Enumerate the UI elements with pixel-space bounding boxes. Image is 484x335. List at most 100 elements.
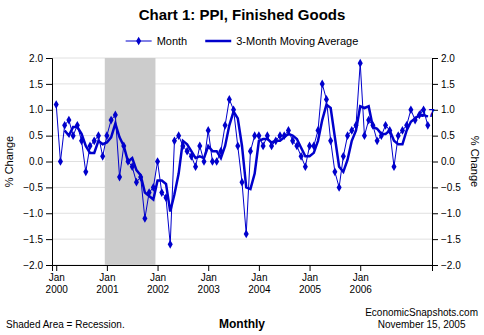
tick-label: 0.0 — [29, 156, 43, 167]
marker — [223, 121, 228, 130]
marker — [324, 95, 329, 104]
marker — [261, 142, 266, 151]
tick-label-line: Jan — [201, 272, 217, 283]
marker — [58, 157, 63, 166]
marker — [320, 80, 325, 89]
marker — [172, 136, 177, 145]
tick: −1.5 — [432, 234, 461, 245]
axis-line — [46, 59, 53, 266]
tick-label-line: Jan — [99, 272, 115, 283]
marker — [332, 167, 337, 176]
tick-label: 0.0 — [441, 156, 455, 167]
axis-line — [53, 266, 433, 272]
tick-label-line: Jan — [150, 272, 166, 283]
tick: Jan2004 — [248, 265, 271, 295]
tick-label: 1.0 — [441, 104, 455, 115]
marker — [66, 116, 71, 125]
tick-mark — [310, 265, 311, 271]
marker — [362, 131, 367, 140]
moving-average-line — [65, 105, 428, 212]
tick: 1.5 — [29, 79, 52, 90]
tick-label: −1.5 — [441, 234, 461, 245]
marker — [396, 131, 401, 140]
tick-label-line: Jan — [251, 272, 267, 283]
marker — [227, 95, 232, 104]
tick-mark — [46, 110, 52, 111]
tick-label: 2.0 — [29, 53, 43, 64]
tick-mark — [360, 265, 361, 271]
tick-label: Jan2001 — [96, 272, 119, 295]
marker — [345, 131, 350, 140]
tick-label: −1.0 — [441, 208, 461, 219]
tick-mark — [432, 213, 438, 214]
tick-mark — [432, 84, 438, 85]
tick-label: −2.0 — [441, 260, 461, 271]
tick-label: 1.0 — [29, 104, 43, 115]
tick-label: 1.5 — [29, 79, 43, 90]
legend-item: 3-Month Moving Average — [205, 35, 358, 47]
legend-marker — [136, 37, 141, 46]
title: Chart 1: PPI, Finished Goods — [139, 6, 346, 23]
chart-root: −2.0−1.5−1.0−0.50.00.51.01.52.0−2.0−1.5−… — [0, 0, 484, 335]
marker — [235, 142, 240, 151]
marker — [425, 121, 430, 130]
y-axis-title: % Change — [3, 136, 15, 187]
marker — [248, 147, 253, 156]
marker — [168, 240, 173, 249]
tick: 1.0 — [432, 104, 455, 115]
tick: −0.5 — [432, 182, 461, 193]
marker — [92, 136, 97, 145]
marker — [341, 152, 346, 161]
marker — [391, 162, 396, 171]
legend-label: 3-Month Moving Average — [236, 35, 358, 47]
tick: 0.0 — [29, 156, 52, 167]
tick-mark — [56, 265, 57, 271]
tick-label: Jan2000 — [46, 272, 69, 295]
marker — [214, 157, 219, 166]
tick-label: 0.5 — [29, 130, 43, 141]
plot-area — [54, 58, 431, 265]
tick: Jan2000 — [46, 265, 69, 295]
tick-label: Jan2002 — [147, 272, 170, 295]
tick-label-line: 2003 — [198, 284, 221, 295]
note: Monthly — [219, 317, 265, 331]
tick: −1.0 — [23, 208, 52, 219]
marker — [256, 131, 261, 140]
note: Shaded Area = Recession. — [6, 319, 125, 330]
tick-mark — [259, 265, 260, 271]
marker — [328, 136, 333, 145]
marker — [239, 178, 244, 187]
tick: −0.5 — [23, 182, 52, 193]
y-axis: −2.0−1.5−1.0−0.50.00.51.01.52.0 — [23, 53, 52, 271]
tick-mark — [46, 187, 52, 188]
marker — [400, 126, 405, 135]
tick: Jan2002 — [147, 265, 170, 295]
tick-label: −1.0 — [23, 208, 43, 219]
tick-mark — [432, 239, 438, 240]
tick-mark — [46, 84, 52, 85]
tick-label-line: 2006 — [350, 284, 373, 295]
tick-mark — [46, 265, 52, 266]
tick-label: −0.5 — [441, 182, 461, 193]
annotation: 0.7 — [419, 107, 434, 119]
marker — [109, 116, 114, 125]
marker — [117, 173, 122, 182]
y2-axis: −2.0−1.5−1.0−0.50.00.51.01.52.0 — [432, 53, 461, 271]
tick-label: 0.5 — [441, 130, 455, 141]
tick-mark — [158, 265, 159, 271]
tick: −1.0 — [432, 208, 461, 219]
tick: 1.0 — [29, 104, 52, 115]
marker — [408, 105, 413, 114]
tick-label-line: 2002 — [147, 284, 170, 295]
tick: 0.5 — [29, 130, 52, 141]
tick: 0.5 — [432, 130, 455, 141]
legend: Month3-Month Moving Average — [126, 35, 359, 47]
x-axis: Jan2000Jan2001Jan2002Jan2003Jan2004Jan20… — [46, 265, 433, 295]
tick: Jan2001 — [96, 265, 119, 295]
tick-label: Jan2005 — [299, 272, 322, 295]
marker — [358, 59, 363, 68]
marker — [83, 167, 88, 176]
series-line — [56, 63, 428, 244]
tick: Jan2005 — [299, 265, 322, 295]
tick-label-line: Jan — [49, 272, 65, 283]
